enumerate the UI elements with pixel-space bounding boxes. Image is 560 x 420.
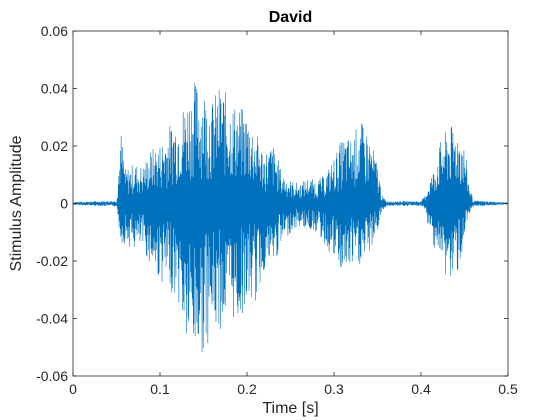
x-tick-label: 0.4 bbox=[411, 381, 431, 397]
x-tick-label: 0.1 bbox=[150, 381, 170, 397]
x-tick-label: 0.5 bbox=[498, 381, 518, 397]
x-tick-label: 0.3 bbox=[324, 381, 344, 397]
x-axis-ticks: 0 0.1 0.2 0.3 0.4 0.5 bbox=[69, 31, 518, 397]
x-tick-label: 0 bbox=[69, 381, 77, 397]
waveform-line bbox=[72, 82, 509, 352]
y-tick-label: -0.06 bbox=[36, 368, 68, 384]
y-tick-label: 0.04 bbox=[41, 81, 68, 97]
chart-title: David bbox=[269, 9, 313, 26]
x-axis-label: Time [s] bbox=[262, 400, 318, 417]
y-tick-label: 0 bbox=[60, 196, 68, 212]
x-tick-label: 0.2 bbox=[237, 381, 257, 397]
y-tick-label: -0.04 bbox=[36, 311, 68, 327]
waveform-series bbox=[72, 82, 509, 352]
y-tick-label: -0.02 bbox=[36, 253, 68, 269]
y-tick-label: 0.02 bbox=[41, 138, 68, 154]
y-tick-label: 0.06 bbox=[41, 23, 68, 39]
y-axis-label: Stimulus Amplitude bbox=[8, 135, 25, 271]
y-axis-ticks: -0.06 -0.04 -0.02 0 0.02 0.04 0.06 bbox=[36, 23, 508, 384]
